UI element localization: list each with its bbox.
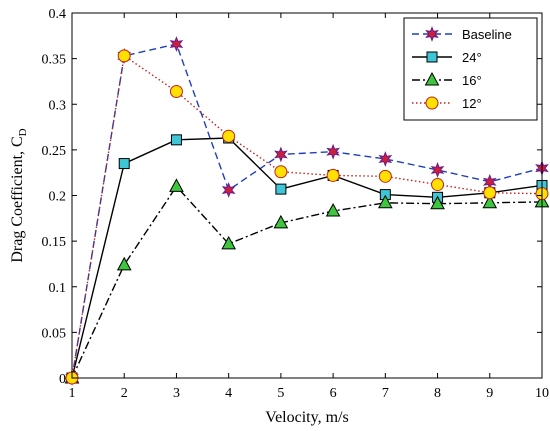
data-point bbox=[169, 84, 183, 98]
data-point bbox=[169, 36, 184, 52]
data-point bbox=[275, 183, 287, 195]
y-tick-label: 0 bbox=[59, 372, 66, 387]
series-3 bbox=[65, 49, 549, 385]
y-tick-label: 0.15 bbox=[42, 235, 67, 250]
legend-label: 12° bbox=[462, 96, 482, 111]
legend-label: Baseline bbox=[462, 27, 512, 42]
y-tick-label: 0.05 bbox=[42, 326, 67, 341]
y-axis-title-main: Drag Coefficient, C bbox=[9, 136, 26, 262]
series-line bbox=[71, 185, 543, 379]
data-point bbox=[482, 194, 498, 209]
x-tick-label: 7 bbox=[382, 386, 389, 401]
legend-label: 16° bbox=[462, 73, 482, 88]
x-tick-label: 5 bbox=[277, 386, 284, 401]
legend-marker bbox=[425, 96, 439, 110]
x-tick-label: 2 bbox=[121, 386, 128, 401]
data-point bbox=[325, 202, 341, 217]
y-tick-label: 0.2 bbox=[49, 190, 67, 205]
data-point bbox=[273, 214, 289, 229]
series-line bbox=[71, 54, 543, 379]
data-point bbox=[274, 165, 288, 179]
x-tick-label: 6 bbox=[330, 386, 337, 401]
x-tick-label: 8 bbox=[434, 386, 441, 401]
data-point bbox=[326, 143, 340, 160]
data-point bbox=[274, 146, 288, 163]
data-point bbox=[378, 151, 393, 167]
legend-item: 16° bbox=[412, 71, 482, 88]
data-point bbox=[377, 194, 393, 209]
legend-item: 24° bbox=[412, 50, 482, 65]
series-1 bbox=[66, 132, 548, 384]
data-point bbox=[170, 134, 182, 146]
data-point bbox=[117, 49, 131, 63]
legend-marker bbox=[425, 26, 439, 42]
data-point bbox=[221, 182, 236, 198]
y-axis-title: Drag Coefficient, CD bbox=[9, 128, 29, 262]
axis-ticks: 1 2 3 4 5 6 7 8 9 10 0 0.05 0.1 0.15 0.2 0.25 0.3 0.35 0.4 bbox=[42, 7, 550, 401]
data-point bbox=[118, 158, 130, 170]
y-tick-label: 0.4 bbox=[49, 7, 67, 22]
legend-label: 24° bbox=[462, 50, 482, 65]
series-line bbox=[71, 43, 543, 379]
data-point bbox=[431, 178, 445, 192]
legend: Baseline 24° 16° 12° bbox=[403, 17, 538, 121]
x-tick-label: 9 bbox=[486, 386, 493, 401]
series-line bbox=[71, 137, 543, 379]
data-point bbox=[430, 195, 445, 210]
data-point bbox=[326, 168, 340, 182]
data-point bbox=[378, 169, 392, 183]
legend-marker bbox=[426, 51, 438, 63]
data-point bbox=[116, 256, 132, 271]
data-point bbox=[221, 235, 237, 250]
x-tick-label: 3 bbox=[173, 386, 180, 401]
legend-item: 12° bbox=[412, 96, 482, 111]
y-axis-title-subscript: D bbox=[17, 128, 29, 136]
series-2 bbox=[64, 178, 550, 384]
y-tick-label: 0.3 bbox=[49, 98, 67, 113]
data-point bbox=[483, 186, 497, 200]
x-tick-label: 4 bbox=[225, 386, 232, 401]
data-point bbox=[222, 129, 236, 143]
y-tick-label: 0.25 bbox=[42, 144, 67, 159]
y-tick-label: 0.35 bbox=[42, 53, 67, 68]
legend-item: Baseline bbox=[412, 26, 512, 42]
x-axis-title: Velocity, m/s bbox=[265, 409, 348, 426]
data-point bbox=[169, 178, 184, 192]
x-tick-label: 10 bbox=[535, 386, 549, 401]
data-point bbox=[430, 162, 445, 178]
legend-marker bbox=[424, 71, 440, 86]
x-tick-label: 1 bbox=[69, 386, 76, 401]
y-tick-label: 0.1 bbox=[49, 281, 67, 296]
